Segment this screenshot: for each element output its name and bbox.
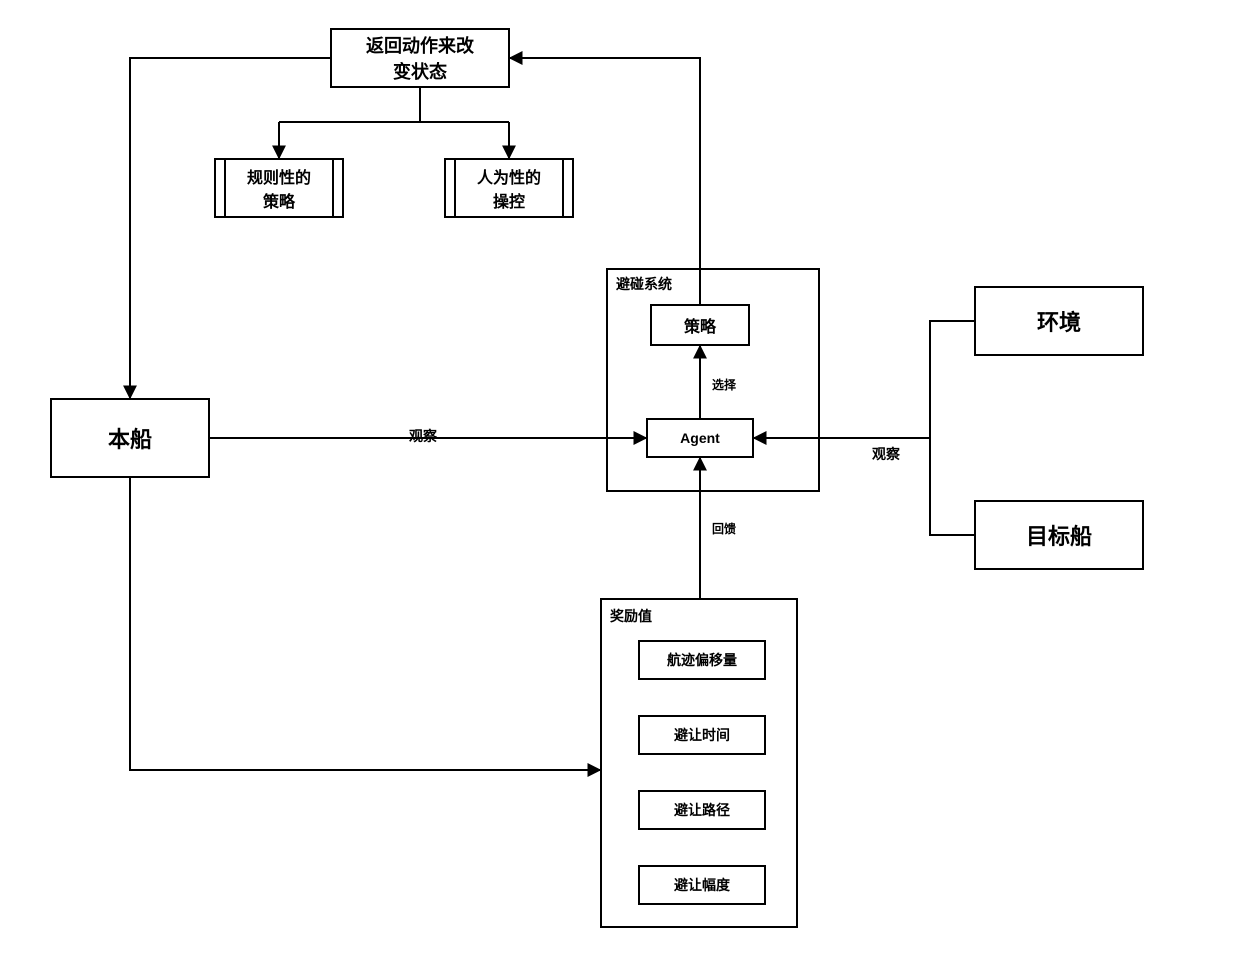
edge-label-select: 选择 [710, 376, 738, 393]
edge-label-observe-1: 观察 [407, 426, 439, 446]
node-rule-strategy: 规则性的 策略 [214, 158, 344, 218]
node-reward-3: 避让路径 [638, 790, 766, 830]
node-reward-1: 航迹偏移量 [638, 640, 766, 680]
node-strategy: 策略 [650, 304, 750, 346]
node-target-ship: 目标船 [974, 500, 1144, 570]
edge-label-reward: 回馈 [710, 520, 738, 537]
node-reward-2: 避让时间 [638, 715, 766, 755]
reward-title: 奖励值 [610, 606, 652, 626]
node-human-control: 人为性的 操控 [444, 158, 574, 218]
node-return-action: 返回动作来改 变状态 [330, 28, 510, 88]
system-title: 避碰系统 [616, 274, 672, 294]
node-agent: Agent [646, 418, 754, 458]
node-environment: 环境 [974, 286, 1144, 356]
edge-label-observe-2: 观察 [870, 444, 902, 464]
diagram-canvas: 返回动作来改 变状态 规则性的 策略 人为性的 操控 本船 避碰系统 策略 Ag… [0, 0, 1240, 967]
node-reward-4: 避让幅度 [638, 865, 766, 905]
node-own-ship: 本船 [50, 398, 210, 478]
